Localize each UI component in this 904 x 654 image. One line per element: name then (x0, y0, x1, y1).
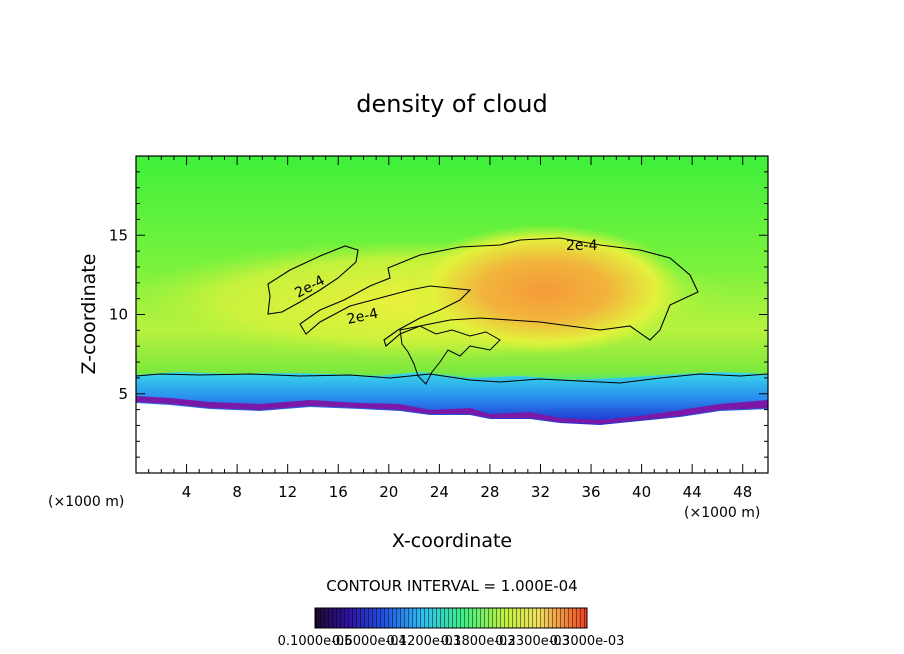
contour-lower (136, 373, 768, 384)
colorbar-tick-label: 0.1200e-03 (386, 634, 461, 649)
x-tick-label: 8 (232, 483, 242, 501)
x-right-unit-label: (×1000 m) (684, 505, 760, 521)
field-empty-region (136, 403, 768, 473)
colorbar-tick-label: 0.3000e-03 (550, 634, 625, 649)
x-tick-label: 32 (531, 483, 550, 501)
colorbar-tick-label: 0.6000e-04 (332, 634, 407, 649)
colorbar-tick-label: 0.2300e-03 (495, 634, 570, 649)
x-axis-ticks: 4 8 12 16 20 24 28 32 36 40 44 48 (148, 156, 756, 501)
colorbar-tick-label: 0.1000e-05 (278, 634, 353, 649)
x-tick-label: 12 (278, 483, 297, 501)
field-core (405, 225, 685, 355)
plot-area: 2e-4 2e-4 2e-4 (136, 156, 768, 473)
contour-interval-label: CONTOUR INTERVAL = 1.000E-04 (326, 577, 577, 595)
x-tick-label: 16 (329, 483, 348, 501)
x-tick-label: 36 (581, 483, 600, 501)
x-tick-label: 4 (182, 483, 192, 501)
y-tick-label: 5 (118, 385, 128, 403)
colorbar-tick-labels: 0.1000e-050.6000e-040.1200e-030.1800e-03… (278, 634, 625, 649)
field-purple-fringe (136, 396, 768, 424)
contour-label: 2e-4 (346, 306, 380, 328)
chart-title: density of cloud (356, 90, 547, 118)
x-tick-label: 40 (632, 483, 651, 501)
colorbar-frame (314, 607, 588, 629)
y-axis-label: Z-coordinate (78, 254, 100, 375)
colorbar: 0.1000e-050.6000e-040.1200e-030.1800e-03… (278, 607, 625, 649)
x-tick-label: 20 (379, 483, 398, 501)
x-left-unit-label: (×1000 m) (48, 494, 124, 510)
contour-upper-left (267, 245, 359, 315)
x-tick-label: 28 (480, 483, 499, 501)
contour-turbulent-core (399, 325, 501, 385)
contour-label: 2e-4 (566, 238, 598, 254)
x-tick-label: 44 (683, 483, 702, 501)
colorbar-stripes (315, 608, 587, 628)
y-tick-label: 10 (109, 306, 128, 324)
colorbar-tick-label: 0.1800e-03 (441, 634, 516, 649)
contour-upper-main (299, 237, 699, 347)
y-tick-label: 15 (109, 226, 128, 244)
y-axis-ticks: 5 10 15 (109, 171, 768, 458)
x-axis-label: X-coordinate (392, 530, 512, 552)
x-tick-label: 48 (733, 483, 752, 501)
x-tick-label: 24 (430, 483, 449, 501)
